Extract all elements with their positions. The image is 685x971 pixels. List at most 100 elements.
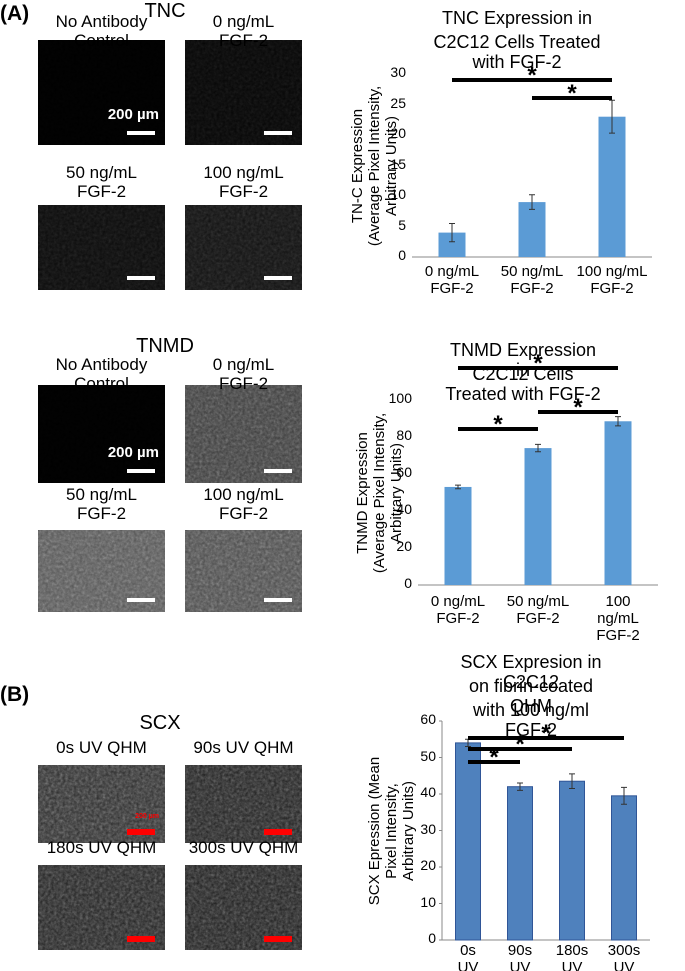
x-tick-label: 0 ng/mL FGF-2: [430, 593, 486, 627]
y-tick-label: 0: [404, 575, 412, 591]
error-bar: [615, 416, 621, 427]
scale-bar: [264, 276, 292, 280]
bar: [604, 421, 632, 585]
x-tick-label: 90s UV: [507, 942, 533, 971]
y-tick-label: 60: [420, 711, 436, 727]
y-tick-label: 80: [396, 427, 412, 443]
significance-star: *: [493, 411, 503, 438]
scale-bar: [127, 131, 155, 135]
scale-bar: [264, 598, 292, 602]
scale-bar-label: 200 µm: [135, 813, 159, 820]
image-caption: No Antibody Control: [55, 12, 148, 51]
micrograph-texture: [185, 205, 302, 290]
micrograph-texture: [185, 865, 302, 950]
image-caption: 180s UV QHM: [46, 838, 157, 857]
significance-star: *: [573, 394, 583, 421]
bar: [559, 780, 585, 941]
y-axis-label-line: SCX Epression (Mean: [365, 756, 383, 905]
error-bar: [609, 99, 615, 134]
y-axis-label-line: (Average Pixel Intensity,: [370, 412, 388, 573]
chart-title: SCX Expresion in C2C12: [460, 652, 602, 693]
y-axis-label-line: Pixel Intensity,: [382, 782, 400, 879]
y-tick-label: 40: [420, 784, 436, 800]
error-bar: [455, 484, 461, 490]
significance-star: *: [541, 720, 551, 747]
y-axis-label: SCX Epression (Mean Pixel Intensity, Arbit…: [365, 756, 417, 905]
x-tick-label: 50 ng/mL FGF-2: [500, 263, 564, 297]
panel-label: (A): [0, 2, 30, 25]
image-caption: 300s UV QHM: [188, 838, 299, 857]
significance-star: *: [567, 80, 577, 107]
y-tick-label: 0: [428, 930, 436, 946]
error-bar: [621, 786, 627, 805]
x-tick-label: 300s UV: [607, 942, 641, 971]
image-caption: 100 ng/mL FGF-2: [203, 485, 284, 524]
y-tick-label: 10: [420, 893, 436, 910]
x-tick-label: 0s UV: [457, 942, 479, 971]
x-tick-label: 0 ng/mL FGF-2: [424, 263, 480, 297]
y-tick-label: 30: [390, 64, 406, 80]
x-tick-label: 180s UV: [555, 942, 589, 971]
x-tick-label: 100 ng/mL FGF-2: [596, 593, 640, 644]
micrograph-texture: [38, 40, 165, 145]
chart-title: TNMD Expression in: [449, 340, 597, 381]
scale-bar: [127, 276, 155, 280]
error-bar: [569, 773, 575, 790]
scale-bar: [127, 469, 155, 473]
chart-title: on fibrin-coated QHM: [468, 676, 594, 717]
y-tick-label: 5: [398, 216, 406, 233]
y-tick-label: 15: [390, 155, 406, 172]
scale-bar: [127, 598, 155, 602]
micrograph-texture: [38, 205, 165, 290]
y-tick-label: 10: [390, 186, 406, 202]
micrograph-texture: [38, 385, 165, 483]
error-bar: [449, 222, 455, 243]
chart-title: C2C12 Cells Treated with FGF-2: [433, 32, 601, 73]
image-caption: No Antibody Control: [55, 355, 148, 394]
scale-bar: [264, 829, 292, 835]
micrograph: [38, 40, 165, 145]
y-tick-label: 40: [396, 501, 412, 517]
bar: [518, 202, 546, 257]
y-tick-label: 0: [398, 247, 406, 263]
y-tick-label: 100: [388, 390, 412, 406]
micrograph-texture: [185, 40, 302, 145]
y-axis-label-line: TNMD Expression: [353, 431, 371, 554]
bar: [507, 786, 533, 941]
image-caption: 90s UV QHM: [193, 738, 294, 757]
bar: [524, 448, 552, 585]
scale-bar: [127, 829, 155, 835]
x-tick-label: 100 ng/mL FGF-2: [576, 263, 648, 297]
y-axis-label-line: TN-C Expression: [348, 108, 366, 223]
scale-bar: [264, 131, 292, 135]
micrograph: [38, 385, 165, 483]
image-caption: 0 ng/mL FGF-2: [212, 12, 275, 51]
micrograph-texture: [185, 385, 302, 483]
image-group-title: SCX: [139, 712, 181, 734]
y-axis-label-line: Arbitrary Units): [399, 780, 417, 881]
scale-bar: [264, 936, 292, 942]
y-tick-label: 25: [390, 94, 406, 111]
image-caption: 100 ng/mL FGF-2: [203, 163, 284, 202]
significance-star: *: [489, 744, 499, 771]
bar: [444, 486, 472, 585]
error-bar: [535, 443, 541, 453]
y-tick-label: 20: [390, 125, 406, 141]
image-group-title: TNMD: [136, 335, 194, 357]
image-caption: 0s UV QHM: [56, 738, 147, 757]
chart-title: TNC Expression in: [441, 8, 593, 28]
image-caption: 50 ng/mL FGF-2: [66, 485, 137, 524]
scale-bar: [127, 936, 155, 942]
image-caption: 0 ng/mL FGF-2: [212, 355, 275, 394]
image-group-title: TNC: [144, 0, 186, 22]
y-tick-label: 60: [396, 464, 412, 480]
significance-star: *: [527, 62, 537, 89]
error-bar: [529, 194, 535, 210]
y-tick-label: 30: [420, 820, 436, 837]
y-tick-label: 50: [420, 747, 436, 764]
scale-bar-label: 200 µm: [107, 444, 159, 461]
y-tick-label: 20: [396, 538, 412, 554]
significance-star: *: [515, 731, 525, 758]
